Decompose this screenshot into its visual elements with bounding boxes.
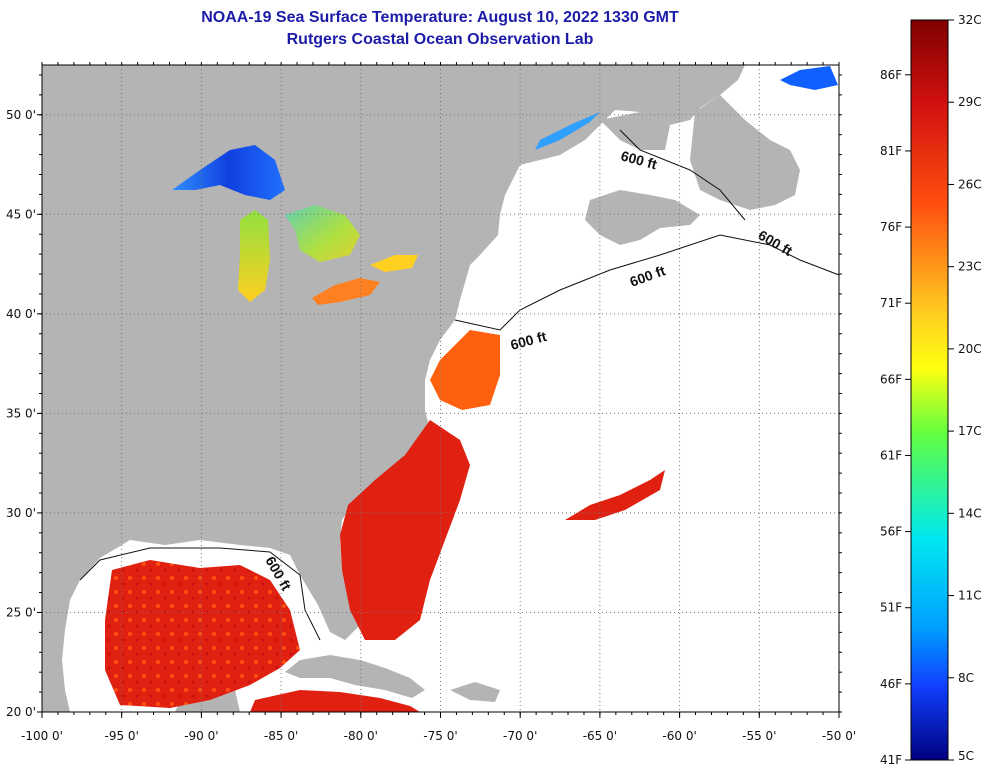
- colorbar: [910, 19, 949, 761]
- colorbar-f-label: 71F: [880, 296, 902, 310]
- x-tick-label: -60 0': [662, 729, 696, 743]
- colorbar-c-label: 17C: [958, 424, 982, 438]
- mid-atlantic-shelf: [430, 330, 500, 410]
- caribbean: [250, 690, 420, 712]
- lake-ontario: [370, 255, 418, 272]
- colorbar-f-label: 41F: [880, 753, 902, 767]
- title-line-1: NOAA-19 Sea Surface Temperature: August …: [201, 9, 679, 26]
- map-frame: [41, 64, 840, 713]
- y-tick-label: 25 0': [6, 605, 36, 619]
- y-tick-label: 40 0': [6, 307, 36, 321]
- y-tick-label: 50 0': [6, 108, 36, 122]
- x-tick-label: -55 0': [742, 729, 776, 743]
- x-axis-ticks: -100 0' -95 0' -90 0' -85 0' -80 0' -75 0' -70…: [21, 62, 856, 743]
- colorbar-f-label: 46F: [880, 677, 902, 691]
- y-tick-label: 45 0': [6, 207, 36, 221]
- x-tick-label: -75 0': [423, 729, 457, 743]
- isobath-600ft: [79, 129, 840, 641]
- x-tick-label: -100 0': [21, 729, 63, 743]
- lake-huron: [285, 205, 360, 262]
- colorbar-f-label: 76F: [880, 220, 902, 234]
- lake-superior: [172, 145, 285, 200]
- colorbar-ticks: 32C 29C 26C 23C 20C 17C 14C 11C 8C 5C 86F 81F 76F 71F…: [880, 13, 982, 767]
- gulf-of-mexico: [105, 560, 300, 708]
- colorbar-f-label: 66F: [880, 372, 902, 386]
- labrador-sea-patch: [780, 66, 838, 90]
- colorbar-c-label: 26C: [958, 177, 982, 191]
- colorbar-c-label: 29C: [958, 95, 982, 109]
- y-tick-label: 30 0': [6, 506, 36, 520]
- x-tick-label: -85 0': [264, 729, 298, 743]
- x-tick-label: -70 0': [503, 729, 537, 743]
- offshore-patch: [565, 470, 665, 520]
- x-tick-label: -50 0': [822, 729, 856, 743]
- colorbar-c-label: 23C: [958, 260, 982, 274]
- lake-erie: [312, 278, 380, 305]
- colorbar-c-label: 11C: [958, 589, 982, 603]
- y-tick-label: 20 0': [6, 705, 36, 719]
- colorbar-c-label: 32C: [958, 13, 982, 27]
- x-tick-label: -95 0': [105, 729, 139, 743]
- colorbar-c-label: 14C: [958, 506, 982, 520]
- colorbar-f-label: 56F: [880, 525, 902, 539]
- colorbar-c-label: 5C: [958, 749, 974, 763]
- lat-lon-grid: [42, 65, 839, 712]
- gulf-stream-southeast: [340, 420, 470, 640]
- ocean-sst: [105, 330, 665, 712]
- great-lakes-sst: [172, 66, 838, 305]
- colorbar-c-label: 20C: [958, 342, 982, 356]
- x-tick-label: -80 0': [344, 729, 378, 743]
- map-title: NOAA-19 Sea Surface Temperature: August …: [40, 7, 840, 51]
- lake-michigan: [238, 210, 270, 302]
- x-tick-label: -90 0': [184, 729, 218, 743]
- title-line-2: Rutgers Coastal Ocean Observation Lab: [286, 31, 594, 48]
- x-tick-label: -65 0': [583, 729, 617, 743]
- colorbar-f-label: 81F: [880, 144, 902, 158]
- colorbar-f-label: 51F: [880, 601, 902, 615]
- colorbar-f-label: 61F: [880, 448, 902, 462]
- colorbar-f-label: 86F: [880, 68, 902, 82]
- y-tick-label: 35 0': [6, 406, 36, 420]
- colorbar-c-label: 8C: [958, 671, 974, 685]
- st-lawrence: [535, 112, 600, 150]
